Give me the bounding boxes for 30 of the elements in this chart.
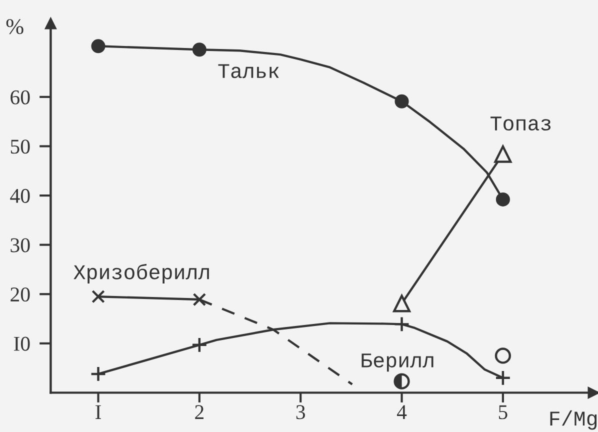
point (393, 294, 411, 312)
series-label: Тальк (218, 64, 279, 78)
x-tick-label: 4 (396, 405, 407, 419)
series-label: Топаз (490, 116, 551, 131)
point (192, 42, 206, 57)
y-tick-label: 30 (10, 238, 30, 252)
point (92, 290, 105, 304)
point (494, 370, 511, 386)
point (494, 348, 511, 364)
series-label: Берилл (362, 354, 434, 372)
series-label: Хризоберилл (74, 264, 209, 284)
point (91, 39, 106, 54)
x-tick-label: 2 (195, 405, 204, 419)
y-tick-label: 40 (10, 188, 30, 203)
y-tick-label: 60 (10, 90, 30, 104)
point (394, 94, 409, 108)
x-axis-title: F/Mg (550, 410, 597, 430)
point (192, 292, 206, 306)
point (394, 316, 410, 332)
point (496, 192, 510, 206)
point (494, 145, 512, 163)
point (90, 366, 106, 382)
y-tick-label: 50 (10, 140, 30, 154)
x-tick-label: I (96, 405, 101, 419)
x-tick-label: 3 (296, 405, 305, 420)
y-tick-label: I0 (14, 336, 30, 351)
point (191, 336, 208, 353)
y-axis-title: % (6, 19, 24, 34)
y-tick-label: 20 (10, 287, 30, 302)
x-tick-label: 5 (498, 405, 508, 420)
